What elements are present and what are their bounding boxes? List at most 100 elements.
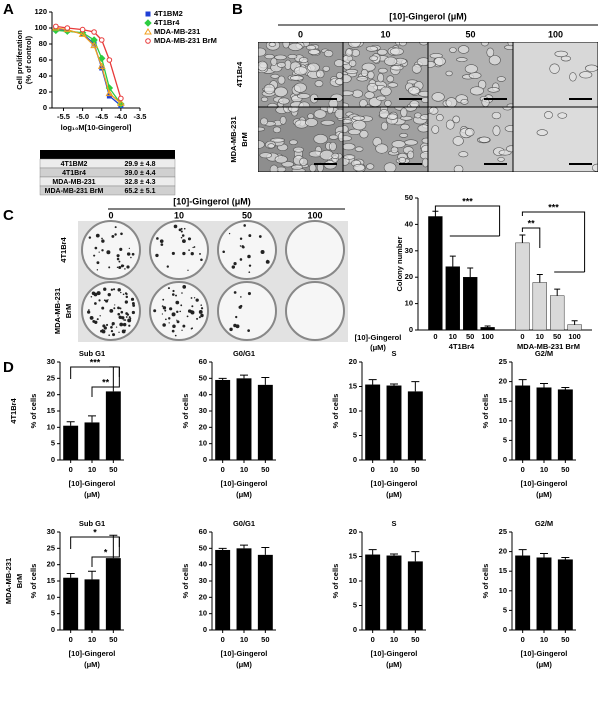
colony [128, 247, 130, 250]
bar [257, 384, 273, 460]
colony [131, 310, 135, 315]
cell [299, 157, 308, 166]
cell [469, 86, 484, 96]
y-tick-label: 10 [199, 439, 207, 448]
colony [109, 308, 114, 313]
y-tick-label: 20 [199, 592, 207, 601]
y-tick-label: 15 [349, 381, 357, 390]
cell [560, 55, 571, 62]
colony [178, 228, 182, 232]
colony [99, 315, 101, 317]
significance-bracket [521, 227, 541, 248]
colony [258, 235, 262, 238]
y-tick-label: 20 [349, 527, 357, 536]
panel-letter: A [3, 1, 14, 18]
micrograph [428, 42, 513, 107]
cell [298, 101, 311, 107]
colony [108, 266, 111, 269]
significance-bracket [70, 536, 120, 549]
colony [235, 315, 238, 319]
colony [161, 313, 164, 315]
cell [407, 86, 421, 95]
y-tick-label: 15 [499, 566, 507, 575]
colony [187, 269, 189, 271]
x-tick-label: 50 [561, 465, 569, 474]
x-axis-label: [10]-Gingerol [355, 333, 402, 342]
cell [378, 109, 390, 119]
colony [239, 237, 243, 241]
cell [289, 139, 298, 145]
x-axis-label: (μM) [236, 660, 252, 669]
colony [118, 265, 122, 269]
colony [127, 318, 132, 323]
colony [175, 300, 180, 305]
colony [131, 252, 135, 256]
colony [162, 298, 165, 301]
y-tick-label: 40 [405, 219, 413, 228]
table-cell: 32.8 ± 4.3 [124, 179, 155, 186]
colony [103, 299, 106, 302]
cell [419, 114, 428, 121]
colony [96, 291, 101, 296]
x-tick-label: 10 [540, 465, 548, 474]
bar [215, 549, 231, 630]
cell [400, 123, 410, 131]
colony [121, 329, 126, 334]
x-tick-label: 10 [390, 465, 398, 474]
colony [165, 318, 167, 321]
column-label: 50 [242, 210, 252, 220]
cell [331, 152, 340, 159]
colony [101, 249, 104, 252]
cell [452, 136, 464, 146]
chart-title: Sub G1 [79, 349, 105, 358]
plate [285, 281, 345, 341]
colony [87, 310, 91, 314]
colony [96, 318, 99, 321]
x-tick-label: 10 [536, 332, 544, 341]
cell [281, 161, 295, 168]
cell [307, 62, 320, 73]
x-tick-label: 10 [240, 465, 248, 474]
table-header: IC₅₀ (μM) [125, 152, 155, 159]
colony [123, 319, 125, 321]
column-label: 50 [465, 29, 475, 39]
colony [96, 261, 100, 265]
significance-label: ** [528, 218, 536, 228]
y-tick-label: 10 [499, 416, 507, 425]
colony [101, 239, 105, 243]
colony [96, 269, 99, 271]
colony [266, 259, 269, 261]
cell [360, 69, 369, 77]
cell [329, 141, 337, 152]
micrograph [343, 107, 428, 172]
colony [193, 297, 196, 299]
colony [162, 306, 167, 310]
colony [106, 250, 111, 255]
significance-label: *** [548, 202, 559, 212]
bar [105, 391, 121, 460]
legend-marker [145, 11, 151, 17]
micrograph [428, 107, 513, 172]
x-tick-label: 0 [371, 635, 375, 644]
cell [422, 157, 428, 168]
y-tick-label: 20 [47, 560, 55, 569]
colony [101, 306, 105, 310]
y-axis-label: Cell proliferation [15, 30, 24, 90]
cell [428, 107, 439, 115]
cell [274, 155, 288, 164]
colony [108, 334, 111, 336]
colony [200, 258, 203, 262]
bar [550, 295, 565, 331]
column-label: 10 [380, 29, 390, 39]
cell [389, 47, 404, 56]
error-bar [540, 553, 548, 558]
cell [458, 151, 469, 158]
colony [171, 293, 175, 296]
y-tick-label: 25 [47, 543, 55, 552]
y-tick-label: 10 [405, 299, 413, 308]
y-tick-label: 20 [199, 422, 207, 431]
y-tick-label: 5 [51, 439, 55, 448]
colony [155, 253, 159, 258]
colony [179, 310, 182, 313]
